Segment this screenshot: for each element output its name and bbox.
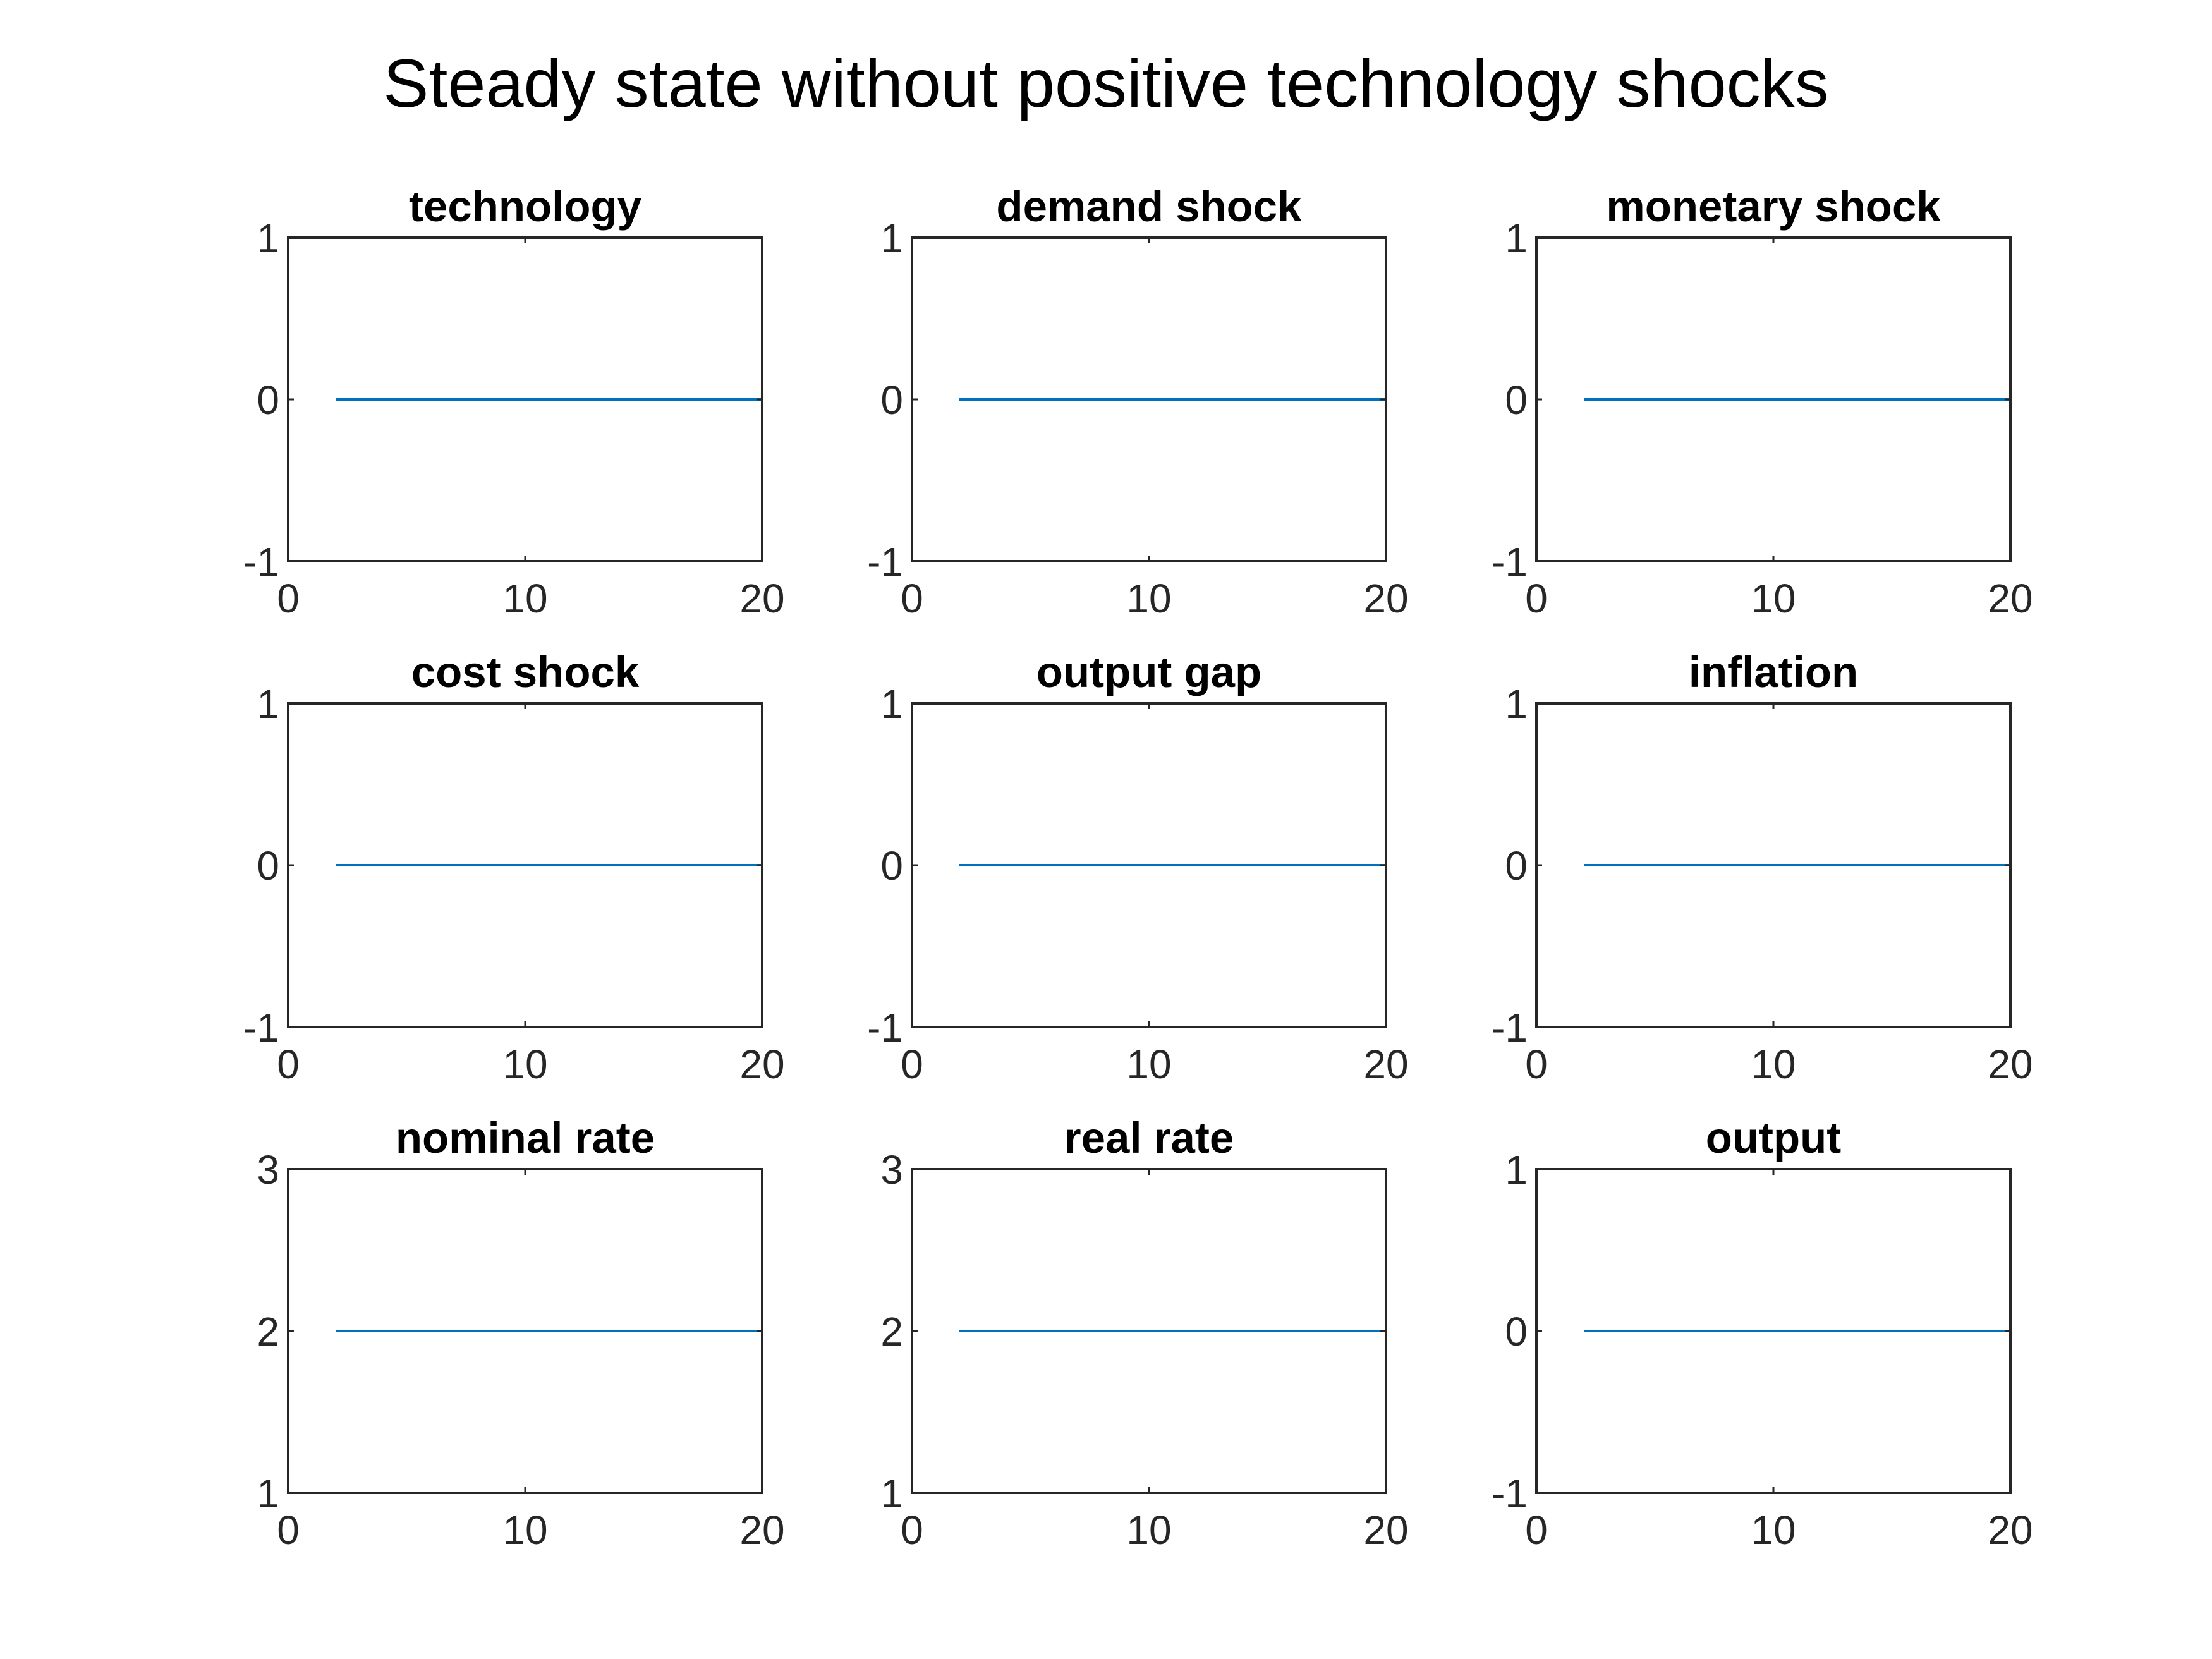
y-tick-label-nominal-rate-3: 3 — [257, 1147, 279, 1193]
subplot-title-output-gap: output gap — [1036, 648, 1261, 696]
x-tick-label-cost-shock-10: 10 — [502, 1042, 547, 1087]
y-tick-label-technology-1: 1 — [257, 216, 279, 261]
subplot-title-monetary-shock: monetary shock — [1606, 182, 1941, 231]
subplot-title-real-rate: real rate — [1064, 1114, 1234, 1162]
x-tick-label-real-rate-20: 20 — [1363, 1507, 1408, 1553]
y-tick-label-inflation-1: 1 — [1505, 681, 1528, 727]
subplot-title-demand-shock: demand shock — [996, 182, 1302, 231]
y-tick-label-monetary-shock-0: 0 — [1505, 377, 1528, 423]
x-tick-label-output-10: 10 — [1751, 1507, 1796, 1553]
y-tick-label-demand-shock-0: 0 — [880, 377, 903, 423]
subplot-nominal-rate: nominal rate 0 10 20 1 2 3 — [257, 1114, 784, 1553]
x-tick-label-demand-shock-20: 20 — [1363, 576, 1408, 621]
y-tick-label-output-gap-1: 1 — [880, 681, 903, 727]
subplot-title-nominal-rate: nominal rate — [396, 1114, 655, 1162]
y-tick-label-cost-shock-1: 1 — [257, 681, 279, 727]
x-tick-label-technology-0: 0 — [277, 576, 300, 621]
x-tick-label-inflation-20: 20 — [1988, 1042, 2033, 1087]
x-tick-label-technology-20: 20 — [739, 576, 784, 621]
y-tick-label-output-gap--1: -1 — [867, 1005, 903, 1050]
subplot-title-inflation: inflation — [1689, 648, 1858, 696]
x-tick-label-nominal-rate-20: 20 — [739, 1507, 784, 1553]
y-tick-label-inflation-0: 0 — [1505, 843, 1528, 889]
x-tick-label-inflation-10: 10 — [1751, 1042, 1796, 1087]
y-tick-label-monetary-shock--1: -1 — [1492, 539, 1528, 585]
y-tick-label-monetary-shock-1: 1 — [1505, 216, 1528, 261]
x-tick-label-monetary-shock-20: 20 — [1988, 576, 2033, 621]
y-tick-label-output-1: 1 — [1505, 1147, 1528, 1193]
x-tick-label-monetary-shock-10: 10 — [1751, 576, 1796, 621]
x-tick-label-output-gap-20: 20 — [1363, 1042, 1408, 1087]
x-tick-label-nominal-rate-10: 10 — [502, 1507, 547, 1553]
x-tick-label-nominal-rate-0: 0 — [277, 1507, 300, 1553]
y-tick-label-inflation--1: -1 — [1492, 1005, 1528, 1050]
y-tick-label-real-rate-1: 1 — [880, 1471, 903, 1516]
y-tick-label-output-0: 0 — [1505, 1309, 1528, 1354]
y-tick-label-nominal-rate-1: 1 — [257, 1471, 279, 1516]
y-tick-label-demand-shock--1: -1 — [867, 539, 903, 585]
x-tick-label-real-rate-10: 10 — [1126, 1507, 1171, 1553]
y-tick-label-output-gap-0: 0 — [880, 843, 903, 889]
x-tick-label-cost-shock-0: 0 — [277, 1042, 300, 1087]
x-tick-label-cost-shock-20: 20 — [739, 1042, 784, 1087]
subplot-title-output: output — [1706, 1114, 1842, 1162]
x-tick-label-demand-shock-10: 10 — [1126, 576, 1171, 621]
subplot-real-rate: real rate 0 10 20 1 2 3 — [880, 1114, 1408, 1553]
x-tick-label-demand-shock-0: 0 — [901, 576, 923, 621]
y-tick-label-real-rate-3: 3 — [880, 1147, 903, 1193]
x-tick-label-output-20: 20 — [1988, 1507, 2033, 1553]
x-tick-label-output-0: 0 — [1525, 1507, 1548, 1553]
x-tick-label-monetary-shock-0: 0 — [1525, 576, 1548, 621]
y-tick-label-technology--1: -1 — [243, 539, 279, 585]
x-tick-label-inflation-0: 0 — [1525, 1042, 1548, 1087]
y-tick-label-technology-0: 0 — [257, 377, 279, 423]
y-tick-label-cost-shock--1: -1 — [243, 1005, 279, 1050]
y-tick-label-real-rate-2: 2 — [880, 1309, 903, 1354]
x-tick-label-output-gap-10: 10 — [1126, 1042, 1171, 1087]
x-tick-label-technology-10: 10 — [502, 576, 547, 621]
subplot-title-technology: technology — [409, 182, 641, 231]
x-tick-label-output-gap-0: 0 — [901, 1042, 923, 1087]
y-tick-label-cost-shock-0: 0 — [257, 843, 279, 889]
y-tick-label-nominal-rate-2: 2 — [257, 1309, 279, 1354]
subplot-title-cost-shock: cost shock — [411, 648, 640, 696]
y-tick-label-demand-shock-1: 1 — [880, 216, 903, 261]
x-tick-label-real-rate-0: 0 — [901, 1507, 923, 1553]
figure-title: Steady state without positive technology… — [383, 45, 1829, 121]
y-tick-label-output--1: -1 — [1492, 1471, 1528, 1516]
